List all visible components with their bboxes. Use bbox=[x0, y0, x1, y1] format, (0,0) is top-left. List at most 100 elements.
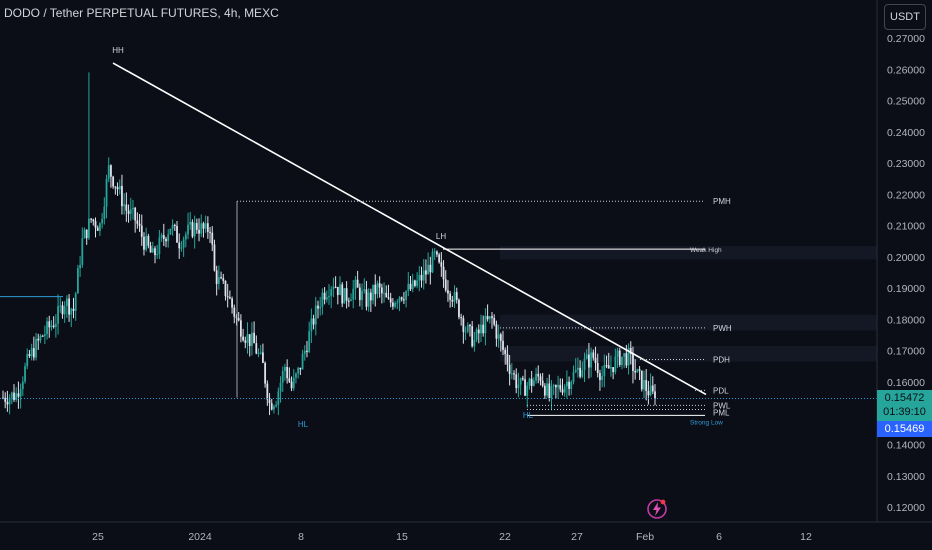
y-tick-label: 0.16000 bbox=[887, 377, 925, 389]
x-tick-label: 8 bbox=[298, 531, 304, 543]
candle-body bbox=[187, 224, 189, 235]
candle-body bbox=[209, 231, 211, 233]
candle-body bbox=[151, 248, 154, 253]
candle-body bbox=[561, 389, 564, 393]
y-tick-label: 0.25000 bbox=[887, 96, 925, 108]
candle-body bbox=[524, 379, 526, 396]
candle-body bbox=[215, 270, 218, 284]
candle-body bbox=[462, 318, 465, 332]
y-tick-label: 0.24000 bbox=[887, 127, 925, 139]
candle-body bbox=[228, 297, 231, 299]
candle-body bbox=[603, 365, 606, 377]
y-tick-label: 0.20000 bbox=[887, 252, 925, 264]
candle-body bbox=[129, 209, 132, 214]
candle-body bbox=[160, 235, 163, 238]
candle-body bbox=[495, 324, 498, 339]
currency-button[interactable]: USDT bbox=[884, 4, 926, 30]
candle-body bbox=[354, 279, 357, 289]
candle-body bbox=[158, 237, 161, 255]
candle-body bbox=[257, 352, 260, 354]
candle-body bbox=[112, 176, 115, 187]
candle-body bbox=[165, 238, 167, 242]
candle-body bbox=[92, 219, 95, 222]
candle-body bbox=[607, 365, 610, 369]
x-tick-label: 2024 bbox=[188, 531, 212, 543]
candle-body bbox=[515, 374, 518, 389]
candle-body bbox=[565, 381, 568, 387]
candle-body bbox=[303, 350, 306, 354]
candle-body bbox=[85, 229, 88, 239]
candle-body bbox=[288, 378, 291, 382]
candle-body bbox=[557, 384, 559, 388]
candle-body bbox=[605, 365, 608, 367]
candle-body bbox=[270, 403, 273, 410]
candle-body bbox=[292, 377, 295, 389]
candle-body bbox=[380, 287, 383, 294]
candle-body bbox=[189, 221, 192, 225]
candle-body bbox=[88, 218, 90, 239]
candle-body bbox=[281, 370, 284, 383]
candle-body bbox=[182, 239, 185, 248]
candle-body bbox=[72, 308, 75, 311]
zone-band bbox=[500, 314, 877, 331]
level-label: PDL bbox=[713, 386, 729, 395]
candle-body bbox=[477, 329, 480, 334]
candle-body bbox=[629, 347, 632, 354]
candle-body bbox=[458, 299, 460, 318]
candle-body bbox=[134, 207, 137, 221]
candle-body bbox=[625, 353, 628, 366]
candle-body bbox=[455, 292, 458, 300]
candle-body bbox=[502, 340, 504, 350]
candle-body bbox=[312, 318, 315, 325]
candle-body bbox=[394, 302, 396, 307]
candle-body bbox=[118, 185, 121, 190]
candle-body bbox=[643, 380, 645, 390]
candle-body bbox=[180, 247, 183, 249]
candle-body bbox=[114, 186, 117, 188]
candle-body bbox=[546, 383, 548, 396]
candle-body bbox=[121, 185, 123, 207]
candle-body bbox=[451, 299, 454, 302]
candle-body bbox=[519, 378, 522, 385]
lightning-bolt-icon[interactable] bbox=[646, 498, 668, 520]
candle-body bbox=[480, 324, 482, 334]
candle-body bbox=[61, 305, 64, 315]
candle-body bbox=[54, 323, 57, 327]
candle-body bbox=[433, 251, 436, 253]
candle-body bbox=[339, 284, 341, 296]
candle-body bbox=[145, 235, 148, 250]
candle-body bbox=[460, 317, 463, 319]
candle-body bbox=[255, 343, 258, 354]
y-tick-label: 0.21000 bbox=[887, 221, 925, 233]
candle-body bbox=[528, 378, 531, 386]
candle-body bbox=[173, 224, 176, 226]
chart-title: DODO / Tether PERPETUAL FUTURES, 4h, MEX… bbox=[4, 6, 279, 20]
y-tick-label: 0.14000 bbox=[887, 440, 925, 452]
candle-body bbox=[275, 404, 278, 407]
candle-body bbox=[37, 338, 40, 341]
candle-body bbox=[28, 354, 31, 357]
x-tick-label: 27 bbox=[571, 531, 583, 543]
candle-body bbox=[345, 288, 348, 301]
candle-body bbox=[317, 305, 319, 309]
candle-body bbox=[535, 373, 537, 381]
candle-body bbox=[350, 299, 352, 301]
candle-body bbox=[299, 367, 302, 370]
candle-body bbox=[618, 350, 621, 365]
candle-body bbox=[297, 367, 300, 374]
candle-body bbox=[577, 367, 579, 370]
candle-body bbox=[65, 298, 68, 307]
candle-body bbox=[554, 385, 557, 388]
candle-body bbox=[264, 362, 267, 384]
level-label: PWH bbox=[713, 324, 732, 333]
candle-body bbox=[442, 266, 445, 280]
candle-body bbox=[235, 316, 238, 319]
candle-body bbox=[74, 293, 77, 311]
candle-body bbox=[521, 378, 524, 380]
level-label: PMH bbox=[713, 197, 731, 206]
candle-body bbox=[41, 335, 44, 337]
candle-body bbox=[341, 284, 344, 304]
candle-body bbox=[224, 280, 227, 297]
candle-body bbox=[532, 380, 535, 386]
